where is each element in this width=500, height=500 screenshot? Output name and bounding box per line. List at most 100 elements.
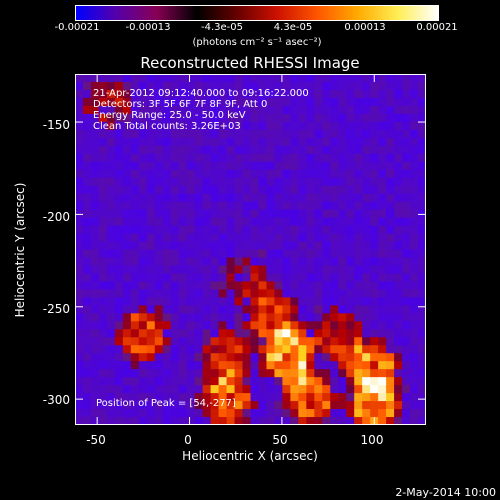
image-pixel <box>418 257 426 266</box>
image-pixel <box>122 137 132 147</box>
image-pixel <box>138 113 148 123</box>
image-pixel <box>98 129 108 139</box>
image-pixel <box>258 225 267 235</box>
image-pixel <box>330 137 339 147</box>
image-pixel <box>266 385 275 394</box>
image-pixel <box>194 401 204 410</box>
image-pixel <box>378 385 387 394</box>
image-pixel <box>75 185 84 195</box>
image-pixel <box>114 313 124 322</box>
image-pixel <box>250 361 259 370</box>
image-pixel <box>122 105 132 115</box>
image-pixel <box>258 161 267 171</box>
image-pixel <box>386 89 395 99</box>
image-pixel <box>194 105 204 115</box>
image-pixel <box>250 169 259 179</box>
image-pixel <box>418 289 426 298</box>
image-pixel <box>218 81 228 91</box>
image-pixel <box>306 353 315 362</box>
image-pixel <box>122 417 132 425</box>
plot-frame <box>75 74 426 425</box>
image-pixel <box>218 121 228 131</box>
image-pixel <box>234 249 244 258</box>
image-pixel <box>298 321 307 330</box>
image-pixel <box>114 241 124 250</box>
image-pixel <box>146 113 156 123</box>
image-pixel <box>186 401 196 410</box>
image-pixel <box>306 105 315 115</box>
image-pixel <box>250 297 259 306</box>
image-pixel <box>226 74 236 83</box>
image-pixel <box>75 345 84 354</box>
image-pixel <box>282 89 291 99</box>
image-pixel <box>186 161 196 171</box>
image-pixel <box>210 409 220 418</box>
image-pixel <box>282 361 291 370</box>
image-pixel <box>306 81 315 91</box>
image-pixel <box>274 265 283 274</box>
image-pixel <box>106 281 116 290</box>
image-pixel <box>178 97 188 107</box>
image-pixel <box>226 345 236 354</box>
image-pixel <box>370 257 379 266</box>
image-pixel <box>210 305 220 314</box>
image-pixel <box>170 385 180 394</box>
image-pixel <box>282 97 291 107</box>
image-pixel <box>418 321 426 330</box>
image-pixel <box>378 409 387 418</box>
image-pixel <box>306 361 315 370</box>
image-pixel <box>322 161 331 171</box>
image-pixel <box>242 305 251 314</box>
image-pixel <box>322 74 331 83</box>
image-pixel <box>98 409 108 418</box>
image-pixel <box>162 257 172 266</box>
image-pixel <box>218 401 228 410</box>
image-pixel <box>362 313 371 322</box>
image-pixel <box>290 233 299 243</box>
image-pixel <box>194 249 204 258</box>
image-pixel <box>298 121 307 131</box>
image-pixel <box>210 113 220 123</box>
image-pixel <box>298 209 307 219</box>
image-pixel <box>338 321 347 330</box>
image-pixel <box>202 281 212 290</box>
image-pixel <box>418 369 426 378</box>
image-pixel <box>354 209 363 219</box>
image-pixel <box>290 273 299 282</box>
image-pixel <box>322 273 331 282</box>
image-pixel <box>82 81 92 91</box>
image-pixel <box>266 281 275 290</box>
image-pixel <box>75 297 84 306</box>
image-pixel <box>178 361 188 370</box>
image-pixel <box>154 74 164 83</box>
image-pixel <box>218 417 228 425</box>
image-pixel <box>98 329 108 338</box>
image-pixel <box>210 225 220 235</box>
image-pixel <box>250 193 259 203</box>
image-pixel <box>242 401 251 410</box>
image-pixel <box>354 305 363 314</box>
image-pixel <box>234 225 244 235</box>
image-pixel <box>106 177 116 187</box>
image-pixel <box>330 185 339 195</box>
image-pixel <box>386 377 395 386</box>
image-pixel <box>362 409 371 418</box>
image-pixel <box>378 401 387 410</box>
image-pixel <box>386 137 395 147</box>
image-pixel <box>402 201 411 211</box>
image-pixel <box>202 217 212 227</box>
image-pixel <box>90 289 100 298</box>
image-pixel <box>114 89 124 99</box>
image-pixel <box>122 217 132 227</box>
image-pixel <box>106 233 116 243</box>
image-pixel <box>162 385 172 394</box>
image-pixel <box>306 409 315 418</box>
image-pixel <box>274 225 283 235</box>
image-pixel <box>266 97 275 107</box>
image-pixel <box>386 289 395 298</box>
image-pixel <box>250 81 259 91</box>
image-pixel <box>346 401 355 410</box>
image-pixel <box>146 265 156 274</box>
image-pixel <box>82 337 92 346</box>
image-pixel <box>234 345 244 354</box>
